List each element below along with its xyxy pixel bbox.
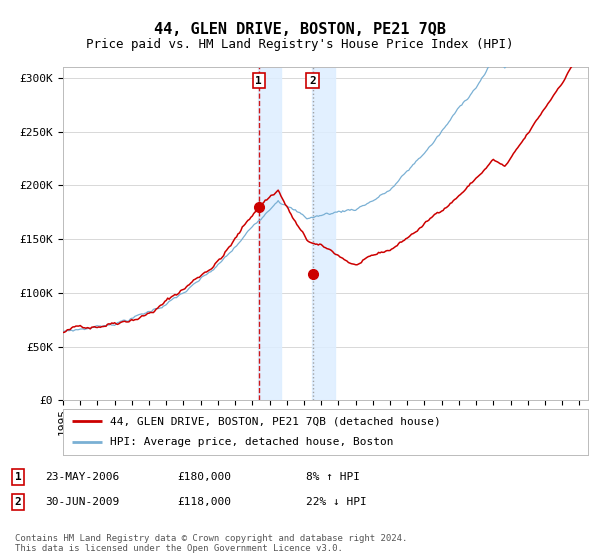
Text: 23-MAY-2006: 23-MAY-2006 (45, 472, 119, 482)
Text: HPI: Average price, detached house, Boston: HPI: Average price, detached house, Bost… (110, 437, 394, 447)
Bar (312, 67, 335, 400)
Text: 1: 1 (256, 76, 262, 86)
Text: 8% ↑ HPI: 8% ↑ HPI (306, 472, 360, 482)
Text: 2: 2 (14, 497, 22, 507)
Text: £180,000: £180,000 (177, 472, 231, 482)
Text: 1: 1 (14, 472, 22, 482)
Text: 44, GLEN DRIVE, BOSTON, PE21 7QB (detached house): 44, GLEN DRIVE, BOSTON, PE21 7QB (detach… (110, 416, 441, 426)
Text: Contains HM Land Registry data © Crown copyright and database right 2024.
This d: Contains HM Land Registry data © Crown c… (15, 534, 407, 553)
Bar (258, 67, 281, 400)
Text: £118,000: £118,000 (177, 497, 231, 507)
Text: Price paid vs. HM Land Registry's House Price Index (HPI): Price paid vs. HM Land Registry's House … (86, 38, 514, 50)
Text: 44, GLEN DRIVE, BOSTON, PE21 7QB: 44, GLEN DRIVE, BOSTON, PE21 7QB (154, 22, 446, 38)
Text: 30-JUN-2009: 30-JUN-2009 (45, 497, 119, 507)
Text: 22% ↓ HPI: 22% ↓ HPI (306, 497, 367, 507)
Text: 2: 2 (309, 76, 316, 86)
